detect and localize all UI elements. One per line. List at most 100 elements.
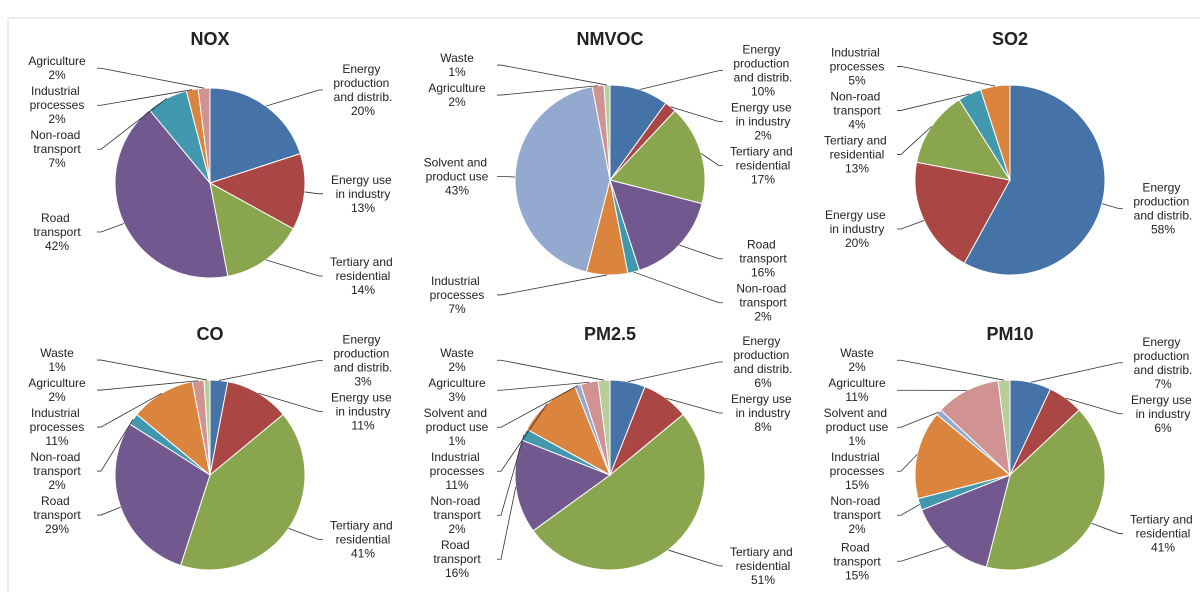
pie-slice xyxy=(532,413,706,571)
label-line: Road xyxy=(441,538,473,552)
label-line: production xyxy=(333,347,392,361)
label-line: transport xyxy=(33,225,81,239)
category-label: Agriculture xyxy=(828,376,886,390)
label-line: Energy use xyxy=(825,208,889,222)
leader-line xyxy=(627,361,723,383)
label-line: Energy use xyxy=(331,173,395,187)
pie-slice xyxy=(609,110,706,205)
pie-slice xyxy=(514,86,611,273)
value-label: 1% xyxy=(448,434,466,448)
value-label: 6% xyxy=(1154,421,1172,435)
value-label: 2% xyxy=(48,68,66,82)
label-line: production xyxy=(333,76,392,90)
leader-line xyxy=(897,545,948,562)
category-label: Tertiary and residential xyxy=(1130,513,1196,541)
category-label: Road transport xyxy=(433,538,481,566)
label-line: and distrib. xyxy=(334,361,393,375)
leader-line xyxy=(497,434,525,516)
value-label: 1% xyxy=(448,65,466,79)
label-line: production xyxy=(733,348,792,362)
label-line: Industrial xyxy=(31,84,83,98)
label-line: Energy use xyxy=(731,392,795,406)
pie-slice xyxy=(114,423,211,566)
leader-line xyxy=(265,259,323,277)
category-label: Tertiary and residential xyxy=(730,145,796,173)
label-line: processes xyxy=(30,98,85,112)
leader-line xyxy=(97,380,199,391)
value-label: 16% xyxy=(751,266,775,280)
leader-line xyxy=(97,392,162,428)
label-line: product use xyxy=(826,420,889,434)
category-label: Agriculture xyxy=(28,54,86,68)
label-line: Waste xyxy=(440,346,474,360)
value-label: 42% xyxy=(45,239,69,253)
label-line: transport xyxy=(739,296,787,310)
leader-line xyxy=(265,89,323,107)
value-label: 15% xyxy=(845,478,869,492)
label-line: Energy xyxy=(742,334,783,348)
category-label: Industrial processes xyxy=(830,450,885,478)
category-label: Tertiary and residential xyxy=(330,255,396,283)
leader-line xyxy=(97,223,125,233)
category-label: Road transport xyxy=(33,211,81,239)
label-line: Road xyxy=(41,494,73,508)
label-line: Road xyxy=(41,211,73,225)
leader-line xyxy=(670,106,723,123)
label-line: processes xyxy=(830,59,885,73)
category-label: Solvent and product use xyxy=(424,406,491,434)
label-line: Non-road xyxy=(30,128,83,142)
label-line: Energy use xyxy=(731,101,795,115)
leader-line xyxy=(897,66,996,87)
category-label: Non-road transport xyxy=(30,450,83,478)
pie-slice xyxy=(209,182,294,277)
value-label: 7% xyxy=(48,156,66,170)
label-line: Tertiary and xyxy=(1130,513,1196,527)
category-label: Tertiary and residential xyxy=(330,519,396,547)
label-line: in industry xyxy=(736,115,791,129)
pie-slice xyxy=(114,109,229,279)
label-line: transport xyxy=(833,508,881,522)
value-label: 58% xyxy=(1151,223,1175,237)
chart-title: NOX xyxy=(190,29,229,49)
value-label: 16% xyxy=(445,566,469,580)
pie-slice xyxy=(203,379,211,476)
value-label: 2% xyxy=(848,360,866,374)
chart-title: NMVOC xyxy=(577,29,644,49)
category-label: Non-road transport xyxy=(830,494,883,522)
category-label: Waste xyxy=(440,346,474,360)
leader-line xyxy=(497,385,579,428)
value-label: 17% xyxy=(751,173,775,187)
value-label: 11% xyxy=(351,419,374,433)
leader-line xyxy=(679,244,723,260)
chart-title: PM10 xyxy=(986,324,1033,344)
label-line: in industry xyxy=(1136,407,1191,421)
value-label: 14% xyxy=(351,283,375,297)
value-label: 4% xyxy=(848,117,866,131)
label-line: transport xyxy=(833,103,881,117)
value-label: 11% xyxy=(45,434,68,448)
leader-line xyxy=(897,504,920,516)
category-label: Agriculture xyxy=(428,376,486,390)
leader-line xyxy=(639,70,723,91)
category-label: Industrial processes xyxy=(830,45,885,73)
value-label: 2% xyxy=(48,478,66,492)
value-label: 2% xyxy=(754,310,772,324)
value-label: 13% xyxy=(351,201,375,215)
value-label: 10% xyxy=(751,85,775,99)
leader-line xyxy=(665,397,723,414)
leader-line xyxy=(97,359,208,381)
leader-line xyxy=(497,274,608,296)
value-label: 8% xyxy=(754,420,772,434)
category-label: Energy production and distrib. xyxy=(733,334,792,376)
value-label: 2% xyxy=(848,522,866,536)
category-label: Non-road transport xyxy=(830,89,883,117)
label-line: transport xyxy=(33,464,81,478)
value-label: 41% xyxy=(351,547,375,561)
label-line: Non-road xyxy=(830,494,883,508)
leader-line xyxy=(97,67,205,89)
label-line: processes xyxy=(430,464,485,478)
label-line: Industrial xyxy=(831,450,883,464)
value-label: 2% xyxy=(48,390,66,404)
label-line: and distrib. xyxy=(734,362,793,376)
